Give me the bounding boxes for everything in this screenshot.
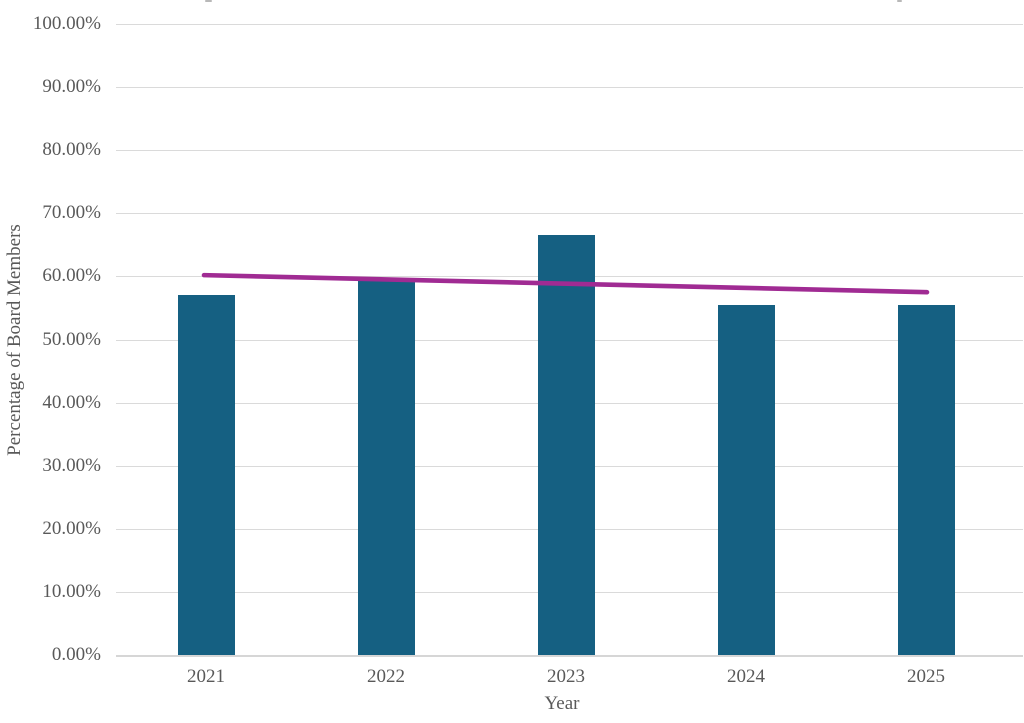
y-tick-label: 0.00% [51,644,101,665]
x-tick-label-2025: 2025 [907,666,945,687]
y-tick-label: 90.00% [42,76,101,98]
bar-2024 [717,304,775,655]
x-axis-line [116,654,1023,657]
y-tick-label: 70.00% [42,202,101,224]
gridline [116,24,1023,25]
x-tick-label-2022: 2022 [367,666,405,687]
x-tick-label-2024: 2024 [727,666,765,687]
bar-2025 [897,304,955,655]
gridline [116,87,1023,89]
bar-2023 [537,234,595,655]
y-tick-label: 10.00% [42,580,101,602]
x-tick-label-2023: 2023 [547,666,585,687]
y-tick-label: 30.00% [42,454,101,476]
x-axis-title: Year [544,693,580,714]
gridline [116,213,1023,215]
y-tick-label: 20.00% [42,517,101,539]
y-tick-label: 80.00% [42,139,101,161]
gridline [116,150,1023,152]
y-tick-label: 40.00% [42,391,101,413]
y-tick-label: 60.00% [42,265,101,287]
y-tick-label: 100.00% [32,13,101,34]
clipped-title-remnant [897,0,902,2]
y-tick-label: 50.00% [42,328,101,350]
x-tick-label-2021: 2021 [187,666,225,687]
clipped-title-remnant [205,0,212,2]
bar-2021 [177,294,235,655]
bar-2022 [357,280,415,655]
